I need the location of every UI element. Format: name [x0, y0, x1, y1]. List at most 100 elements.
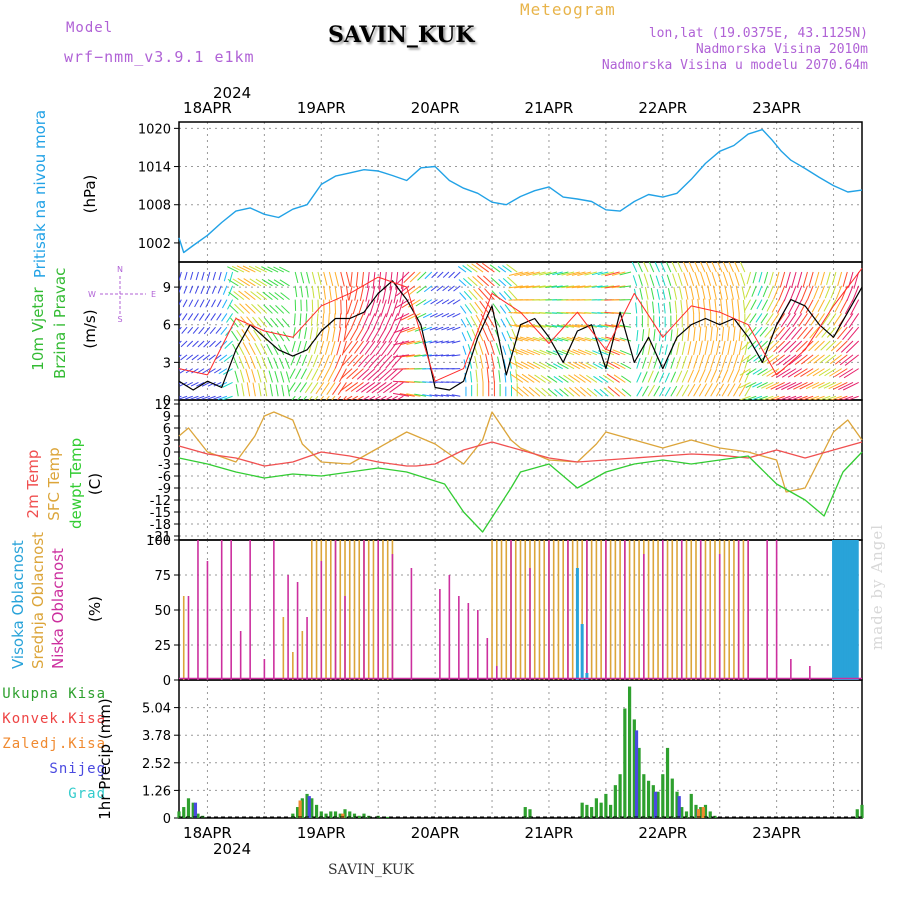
- wind-arrow: [508, 357, 512, 369]
- total-precip-bar: [324, 813, 328, 818]
- wind-arrow: [395, 299, 410, 309]
- wind-arrow: [273, 266, 285, 273]
- total-precip-bar: [699, 807, 703, 818]
- wind-arrow: [344, 326, 353, 341]
- wind-arrow: [661, 275, 666, 286]
- wind-arrow: [228, 285, 234, 297]
- wind-arrow: [264, 317, 273, 328]
- wind-arrow: [416, 285, 427, 294]
- wind-arrow: [248, 342, 256, 356]
- wind-arrow: [233, 357, 239, 369]
- wind-arrow: [255, 278, 268, 287]
- wind-arrow: [845, 340, 860, 354]
- wind-arrow: [275, 384, 279, 397]
- wind-arrow: [509, 302, 518, 314]
- wind-arrow: [233, 291, 245, 301]
- wind-arrow: [430, 285, 438, 292]
- total-precip-bar: [599, 802, 603, 818]
- wind-arrow: [349, 326, 359, 341]
- wind-arrow: [741, 286, 746, 300]
- wind-arrow: [390, 368, 404, 381]
- wind-arrow: [656, 289, 660, 300]
- wind-arrow: [317, 271, 322, 285]
- wind-arrow: [670, 371, 677, 383]
- wind-arrow: [414, 393, 427, 397]
- wind-arrow: [829, 354, 842, 365]
- wind-arrow: [728, 271, 734, 286]
- wind-arrow: [657, 302, 660, 314]
- wind-arrow: [201, 395, 211, 400]
- x-tick-label-bottom: 21APR: [525, 824, 574, 842]
- wind-arrow: [284, 357, 290, 369]
- wind-arrow: [546, 350, 558, 356]
- wind-arrow: [399, 285, 404, 303]
- wind-arrow: [757, 368, 768, 376]
- wind-arrow: [670, 385, 678, 397]
- wind-arrow: [283, 344, 290, 356]
- wind-arrow: [459, 305, 467, 314]
- wind-arrow: [601, 271, 615, 276]
- wind-arrow: [704, 340, 709, 355]
- wind-arrow: [835, 285, 843, 300]
- wind-arrow: [818, 395, 831, 400]
- wind-arrow: [815, 326, 825, 339]
- panel-frame: [178, 261, 863, 401]
- wind-arrow: [694, 271, 700, 286]
- wind-arrow: [676, 370, 683, 383]
- footer-station: SAVIN_KUK: [328, 862, 415, 878]
- wind-arrow: [591, 337, 603, 342]
- wind-arrow: [738, 381, 751, 389]
- total-precip-bar: [618, 774, 622, 818]
- wind-arrow: [776, 299, 786, 314]
- wind-arrow: [181, 326, 188, 334]
- total-precip-bar: [343, 809, 347, 818]
- wind-arrow: [203, 326, 211, 335]
- wind-arrow: [242, 342, 251, 356]
- wind-arrow: [207, 395, 216, 400]
- wind-arrow: [821, 326, 831, 338]
- wind-arrow: [184, 271, 188, 281]
- wind-arrow: [422, 326, 432, 331]
- wind-arrow: [340, 271, 345, 287]
- wind-arrow: [315, 382, 325, 395]
- y-tick-label: -21: [150, 530, 171, 545]
- wind-arrow: [619, 324, 632, 328]
- wind-arrow: [463, 290, 473, 300]
- total-precip-bar: [386, 816, 390, 818]
- wind-arrow: [311, 271, 316, 285]
- wind-arrow: [802, 271, 808, 288]
- wind-arrow: [341, 354, 353, 367]
- wind-arrow: [343, 327, 347, 342]
- wind-arrow: [647, 384, 655, 397]
- wind-arrow: [364, 340, 376, 355]
- wind-arrow: [402, 285, 416, 296]
- wind-arrow: [209, 340, 216, 348]
- wind-arrow: [538, 285, 552, 289]
- wind-arrow: [619, 337, 632, 342]
- wind-arrow: [758, 271, 763, 283]
- wind-arrow: [217, 395, 228, 400]
- wind-gust-line: [178, 267, 863, 382]
- wind-arrow: [393, 285, 399, 304]
- wind-arrow: [310, 382, 319, 394]
- model-altitude-label: Nadmorska Visina u modelu 2070.64m: [601, 58, 868, 73]
- wind-arrow: [751, 285, 757, 297]
- wind-arrow: [447, 285, 455, 292]
- wind-arrow: [704, 368, 712, 383]
- compass-n: N: [117, 265, 123, 274]
- wind-arrow: [414, 354, 427, 358]
- wind-arrow: [717, 272, 723, 286]
- wind-arrow: [727, 354, 733, 369]
- dewpt-temp-line: [178, 451, 863, 533]
- wind-arrow: [837, 271, 843, 286]
- wind-arrow: [180, 354, 188, 361]
- wind-arrow: [825, 354, 837, 364]
- wind-arrow: [571, 271, 586, 276]
- wind-arrow: [754, 326, 763, 336]
- wind-arrow: [195, 271, 199, 281]
- wind-arrow: [314, 395, 319, 400]
- wind-arrow: [274, 292, 285, 301]
- wind-arrow: [823, 381, 837, 389]
- total-precip-bar: [642, 774, 646, 818]
- wind-arrow: [183, 285, 188, 294]
